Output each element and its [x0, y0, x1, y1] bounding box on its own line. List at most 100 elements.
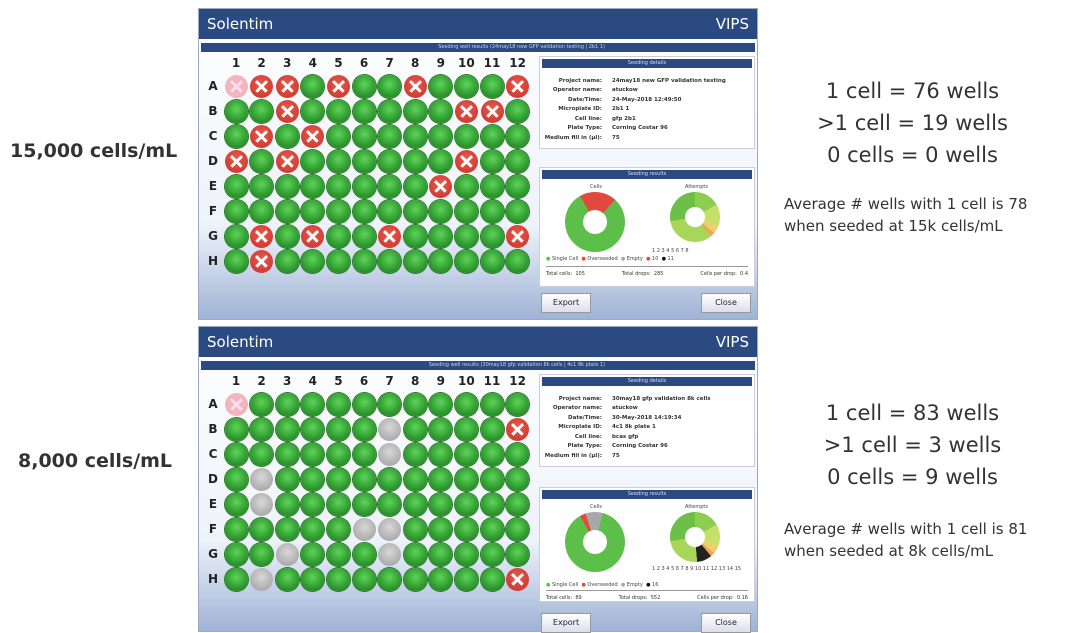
well-C8[interactable]	[403, 443, 427, 466]
well-A11[interactable]	[480, 75, 504, 98]
well-B2[interactable]	[250, 100, 274, 123]
well-B10[interactable]	[454, 418, 478, 441]
well-B7[interactable]	[378, 418, 402, 441]
well-F6[interactable]	[352, 518, 376, 541]
well-A5[interactable]	[326, 393, 350, 416]
well-A4[interactable]	[301, 393, 325, 416]
well-F11[interactable]	[480, 200, 504, 223]
well-F8[interactable]	[403, 200, 427, 223]
well-E3[interactable]	[275, 175, 299, 198]
well-H9[interactable]	[429, 250, 453, 273]
well-B11[interactable]	[480, 418, 504, 441]
well-G12[interactable]	[506, 543, 530, 566]
well-C4[interactable]	[301, 125, 325, 148]
well-D9[interactable]	[429, 150, 453, 173]
well-D11[interactable]	[480, 468, 504, 491]
well-B6[interactable]	[352, 100, 376, 123]
well-G2[interactable]	[250, 543, 274, 566]
well-G2[interactable]	[250, 225, 274, 248]
well-H7[interactable]	[378, 250, 402, 273]
well-B5[interactable]	[326, 418, 350, 441]
well-D9[interactable]	[429, 468, 453, 491]
well-C5[interactable]	[326, 443, 350, 466]
well-E1[interactable]	[224, 175, 248, 198]
well-A12[interactable]	[506, 75, 530, 98]
well-C10[interactable]	[454, 125, 478, 148]
well-F8[interactable]	[403, 518, 427, 541]
well-H10[interactable]	[454, 250, 478, 273]
well-F10[interactable]	[454, 200, 478, 223]
well-B3[interactable]	[275, 100, 299, 123]
well-F9[interactable]	[429, 518, 453, 541]
well-F2[interactable]	[250, 518, 274, 541]
well-G6[interactable]	[352, 225, 376, 248]
well-D10[interactable]	[454, 150, 478, 173]
well-E12[interactable]	[506, 175, 530, 198]
well-C9[interactable]	[429, 125, 453, 148]
well-E12[interactable]	[506, 493, 530, 516]
well-G1[interactable]	[224, 543, 248, 566]
well-H9[interactable]	[429, 568, 453, 591]
well-C2[interactable]	[250, 125, 274, 148]
well-H10[interactable]	[454, 568, 478, 591]
well-E7[interactable]	[378, 493, 402, 516]
well-B9[interactable]	[429, 418, 453, 441]
well-B1[interactable]	[224, 100, 248, 123]
well-E10[interactable]	[454, 493, 478, 516]
well-D12[interactable]	[506, 468, 530, 491]
close-button[interactable]: Close	[701, 293, 751, 313]
well-H4[interactable]	[301, 568, 325, 591]
well-F5[interactable]	[326, 200, 350, 223]
well-F12[interactable]	[506, 200, 530, 223]
well-E3[interactable]	[275, 493, 299, 516]
well-F10[interactable]	[454, 518, 478, 541]
well-E8[interactable]	[403, 175, 427, 198]
well-D7[interactable]	[378, 150, 402, 173]
well-B4[interactable]	[301, 100, 325, 123]
well-G10[interactable]	[454, 225, 478, 248]
well-D10[interactable]	[454, 468, 478, 491]
well-G8[interactable]	[403, 543, 427, 566]
well-G5[interactable]	[326, 225, 350, 248]
well-A8[interactable]	[403, 75, 427, 98]
well-H8[interactable]	[403, 568, 427, 591]
well-E8[interactable]	[403, 493, 427, 516]
well-C3[interactable]	[275, 125, 299, 148]
well-F4[interactable]	[301, 200, 325, 223]
well-E6[interactable]	[352, 493, 376, 516]
well-B12[interactable]	[506, 100, 530, 123]
well-A10[interactable]	[454, 75, 478, 98]
well-D4[interactable]	[301, 468, 325, 491]
well-F11[interactable]	[480, 518, 504, 541]
well-F6[interactable]	[352, 200, 376, 223]
well-A9[interactable]	[429, 75, 453, 98]
well-B5[interactable]	[326, 100, 350, 123]
well-A6[interactable]	[352, 393, 376, 416]
well-B3[interactable]	[275, 418, 299, 441]
well-C5[interactable]	[326, 125, 350, 148]
well-F3[interactable]	[275, 518, 299, 541]
well-E10[interactable]	[454, 175, 478, 198]
well-H7[interactable]	[378, 568, 402, 591]
well-A3[interactable]	[275, 393, 299, 416]
export-button[interactable]: Export	[541, 613, 591, 633]
well-F4[interactable]	[301, 518, 325, 541]
well-H3[interactable]	[275, 250, 299, 273]
well-A10[interactable]	[454, 393, 478, 416]
well-H12[interactable]	[506, 250, 530, 273]
well-G1[interactable]	[224, 225, 248, 248]
well-H5[interactable]	[326, 250, 350, 273]
well-C1[interactable]	[224, 443, 248, 466]
well-F9[interactable]	[429, 200, 453, 223]
close-button[interactable]: Close	[701, 613, 751, 633]
well-G11[interactable]	[480, 543, 504, 566]
well-G6[interactable]	[352, 543, 376, 566]
well-G9[interactable]	[429, 543, 453, 566]
well-C10[interactable]	[454, 443, 478, 466]
well-D8[interactable]	[403, 150, 427, 173]
well-C2[interactable]	[250, 443, 274, 466]
well-E6[interactable]	[352, 175, 376, 198]
well-A1[interactable]	[224, 393, 248, 416]
well-F3[interactable]	[275, 200, 299, 223]
well-A3[interactable]	[275, 75, 299, 98]
